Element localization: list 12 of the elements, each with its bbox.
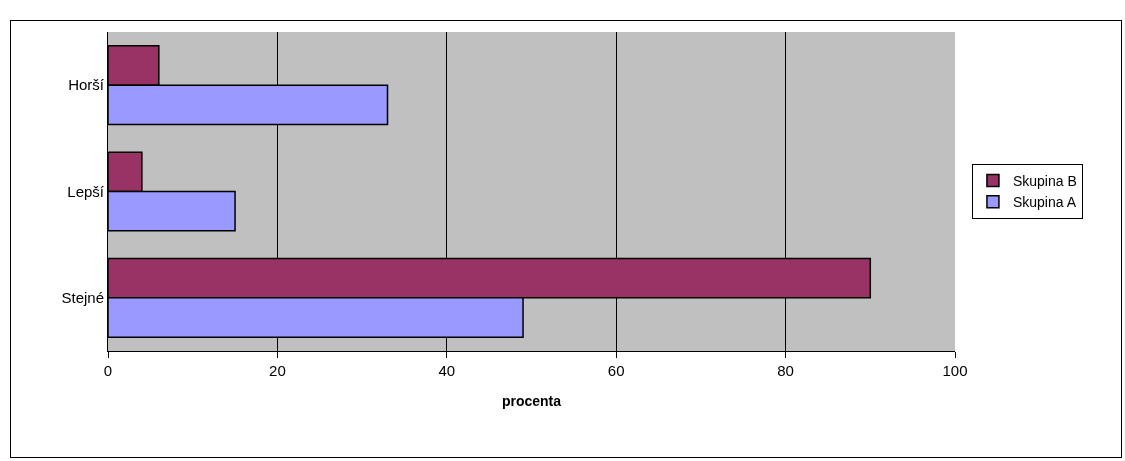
x-tick-label: 20 [269,362,286,379]
x-tick-label: 80 [777,362,794,379]
x-tick-label: 40 [438,362,456,379]
x-tick-label: 60 [607,362,625,379]
legend-label: Skupina B [1012,173,1077,190]
y-tick-label: Stejné [61,289,104,307]
y-tick-label: Lepší [67,182,105,200]
x-axis-title: procenta [501,393,562,410]
x-tick-label: 100 [942,362,968,379]
x-tick-label: 0 [103,362,113,379]
legend-label: Skupina A [1012,194,1077,211]
y-tick-label: Horší [68,76,105,94]
